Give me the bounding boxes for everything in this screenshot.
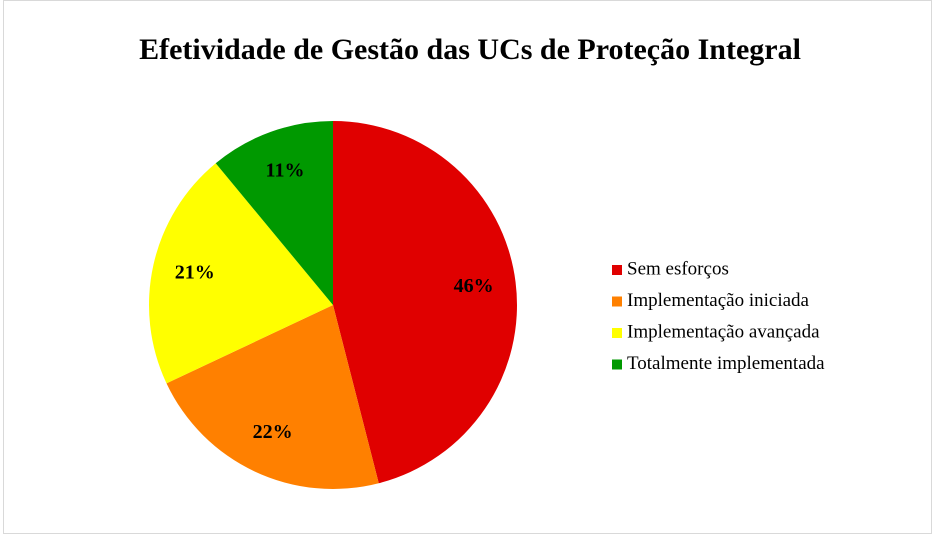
data-label: 22% xyxy=(253,421,293,443)
legend-swatch xyxy=(612,265,622,275)
pie-slice xyxy=(333,121,517,484)
chart-title: Efetividade de Gestão das UCs de Proteçã… xyxy=(139,33,801,66)
pie-slice xyxy=(215,121,333,305)
data-label: 21% xyxy=(175,262,215,284)
data-label: 11% xyxy=(266,159,305,181)
legend-label: Implementação avançada xyxy=(627,321,820,342)
legend-label: Sem esforços xyxy=(627,258,729,279)
legend-swatch xyxy=(612,359,622,370)
legend-label: Implementação iniciada xyxy=(627,290,810,311)
pie-slice xyxy=(148,163,333,384)
data-label: 46% xyxy=(454,275,494,297)
legend-label: Totalmente implementada xyxy=(627,353,825,374)
legend-swatch xyxy=(612,296,622,307)
legend-swatch xyxy=(612,328,622,338)
pie-slice xyxy=(166,305,379,489)
